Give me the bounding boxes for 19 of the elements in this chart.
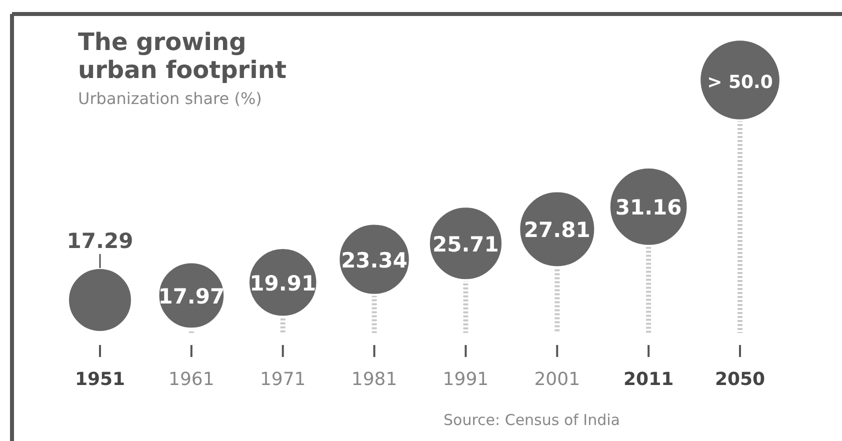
x-tick-label: 1971 [260,369,306,390]
data-label: 23.34 [341,248,408,272]
source-note: Source: Census of India [444,411,620,429]
data-label: 27.81 [524,218,590,242]
data-label: 25.71 [432,232,499,256]
x-tick-label: 1991 [442,369,489,390]
x-tick-label: 1981 [351,369,398,390]
x-tick-label: 1961 [168,369,214,390]
x-tick-label: 1951 [74,369,126,390]
data-label: 19.91 [250,271,316,296]
data-label: 17.29 [66,229,134,253]
chart-title: The growing urban footprint [78,28,286,84]
text: Urbanization share (%) [78,89,262,108]
data-label: 17.97 [158,284,225,308]
x-tick-label: 2001 [534,369,580,390]
data-label: > 50.0 [707,72,773,93]
data-label: 31.16 [615,196,682,220]
x-tick-label: 2011 [624,369,674,390]
x-tick-label: 2050 [714,369,766,390]
